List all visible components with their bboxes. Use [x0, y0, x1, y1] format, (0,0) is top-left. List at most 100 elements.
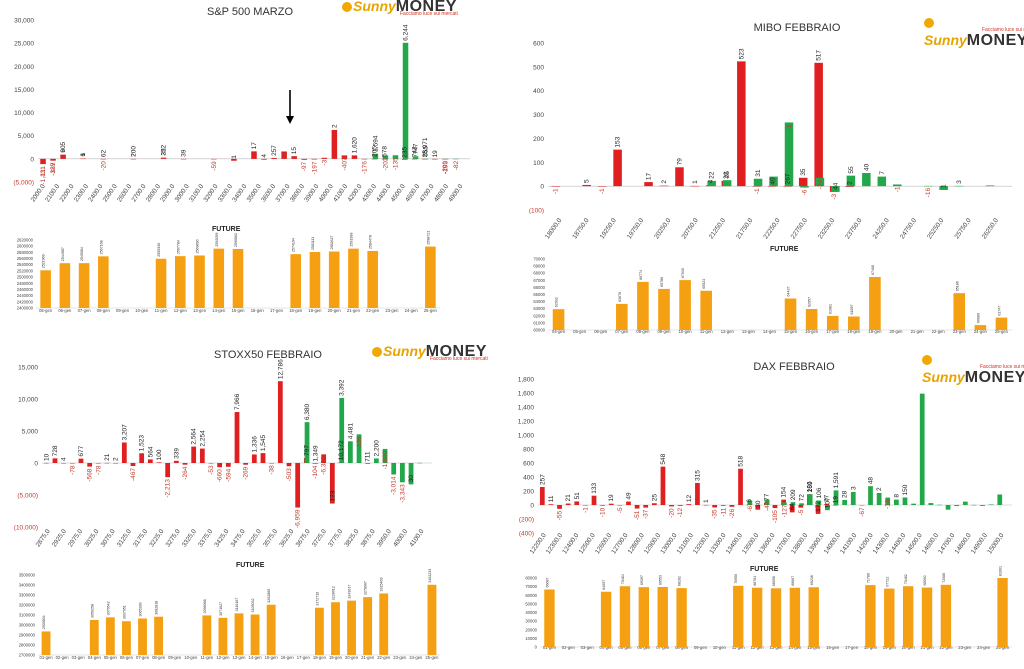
data-value-label: 1 — [941, 184, 948, 188]
call-bar — [180, 158, 187, 160]
x-tick-label: 3125,0 — [116, 528, 133, 549]
put-bar — [339, 397, 345, 463]
future-x-tick-label: 12-gen — [216, 655, 230, 660]
x-tick-label: 26250,0 — [981, 217, 1000, 241]
future-x-tick-label: 09-gen — [694, 645, 708, 650]
future-bar — [974, 325, 987, 330]
data-value-label: -67 — [747, 502, 754, 512]
data-value-label: 150 — [902, 484, 909, 495]
call-bar — [321, 157, 328, 159]
y-tick-label: 20,000 — [14, 64, 34, 71]
call-bar — [539, 487, 545, 505]
future-value-label: 63676 — [618, 292, 622, 302]
call-bar — [617, 505, 623, 506]
put-bar — [902, 497, 908, 505]
data-value-label: -136 — [356, 436, 363, 449]
future-y-tick-label: 2560000 — [17, 256, 34, 261]
y-tick-label: 0 — [530, 503, 534, 510]
x-tick-label: 25250,0 — [926, 217, 945, 241]
data-value-label: 31 — [755, 169, 762, 177]
future-value-label: 68764 — [753, 576, 757, 586]
call-bar — [613, 149, 622, 187]
data-value-label: -11 — [720, 507, 727, 516]
future-value-label: 71789 — [866, 573, 870, 583]
put-bar — [893, 184, 902, 187]
future-bar — [98, 256, 109, 308]
call-bar — [121, 442, 127, 463]
future-y-tick-label: 67000 — [533, 278, 545, 283]
future-x-tick-label: 22-gen — [932, 329, 946, 334]
future-y-tick-label: 65000 — [533, 292, 545, 297]
data-value-label: -269 — [243, 466, 250, 479]
data-value-label: 49 — [625, 492, 632, 500]
y-tick-label: (10,000) — [14, 525, 38, 532]
call-bar — [815, 505, 821, 514]
future-x-tick-label: 19-gen — [883, 645, 897, 650]
future-bar — [425, 246, 436, 308]
future-x-tick-label: 18-gen — [864, 645, 878, 650]
call-bar — [738, 468, 743, 505]
future-x-tick-label: 07-gen — [78, 308, 92, 313]
data-value-label: 25 — [724, 171, 731, 179]
data-value-label: 205 — [372, 146, 379, 157]
data-value-label: -105 — [772, 510, 779, 523]
future-x-tick-label: 07-gen — [656, 645, 670, 650]
data-value-label: 315 — [694, 470, 701, 481]
call-bar — [565, 503, 571, 505]
sun-icon — [342, 1, 352, 12]
call-bar — [100, 158, 107, 160]
future-x-tick-label: 22-gen — [939, 645, 953, 650]
data-value-label: 322 — [161, 144, 168, 155]
future-x-tick-label: 19-gen — [329, 655, 343, 660]
future-x-tick-label: 23-gen — [385, 308, 399, 313]
future-y-tick-label: 70000 — [525, 584, 537, 589]
data-value-label: -97 — [301, 161, 308, 171]
future-x-tick-label: 12-gen — [174, 308, 188, 313]
call-bar — [644, 182, 653, 187]
sun-icon — [372, 346, 382, 357]
future-y-tick-label: 3400000 — [19, 583, 36, 588]
y-tick-label: (5,000) — [13, 180, 34, 187]
data-value-label: 12,786 — [277, 359, 284, 379]
future-value-label: 2574194 — [292, 238, 296, 252]
future-bar — [202, 615, 212, 655]
data-value-label: 2 — [876, 487, 883, 491]
call-bar — [113, 462, 119, 464]
future-value-label: 2521969 — [42, 254, 46, 268]
future-bar — [250, 614, 260, 655]
data-value-label: -1 — [894, 186, 901, 192]
future-x-tick-label: 12-gen — [751, 645, 765, 650]
put-bar — [919, 393, 925, 505]
future-y-tick-label: 62000 — [533, 313, 545, 318]
future-x-tick-label: 21-gen — [347, 308, 361, 313]
x-tick-label: 4100,0 — [408, 528, 425, 549]
future-value-label: 61747 — [997, 306, 1001, 316]
data-value-label: 6 — [60, 149, 67, 153]
data-value-label: 3 — [850, 486, 857, 490]
future-value-label: 2582627 — [330, 236, 334, 250]
future-value-label: 2569890 — [196, 239, 200, 253]
future-value-label: 2584478 — [369, 235, 373, 249]
put-bar — [399, 463, 405, 483]
future-bar — [751, 587, 763, 647]
put-bar — [923, 185, 933, 187]
put-bar — [422, 158, 429, 160]
future-x-tick-label: 11-gen — [155, 308, 168, 313]
put-bar — [825, 505, 830, 511]
future-x-tick-label: 14-gen — [788, 645, 802, 650]
future-bar — [784, 298, 797, 330]
mibo-panel: MIBO FEBBRAIO SunnyMONEY Facciamo luce s… — [512, 0, 1024, 335]
data-value-label: -20 — [100, 161, 107, 171]
future-y-tick-label: 2900000 — [19, 633, 36, 638]
future-bar — [865, 585, 876, 647]
data-value-label: 2 — [331, 124, 338, 128]
future-bar — [770, 588, 782, 647]
y-tick-label: 5,000 — [18, 133, 35, 140]
data-value-label: 19 — [608, 494, 615, 502]
x-tick-label: 22750,0 — [790, 217, 809, 241]
future-value-label: 68667 — [791, 576, 795, 586]
future-bar — [638, 587, 650, 647]
future-bar — [105, 617, 115, 655]
future-x-tick-label: 05-gen — [104, 655, 118, 660]
future-x-tick-label: 17-gen — [297, 655, 311, 660]
